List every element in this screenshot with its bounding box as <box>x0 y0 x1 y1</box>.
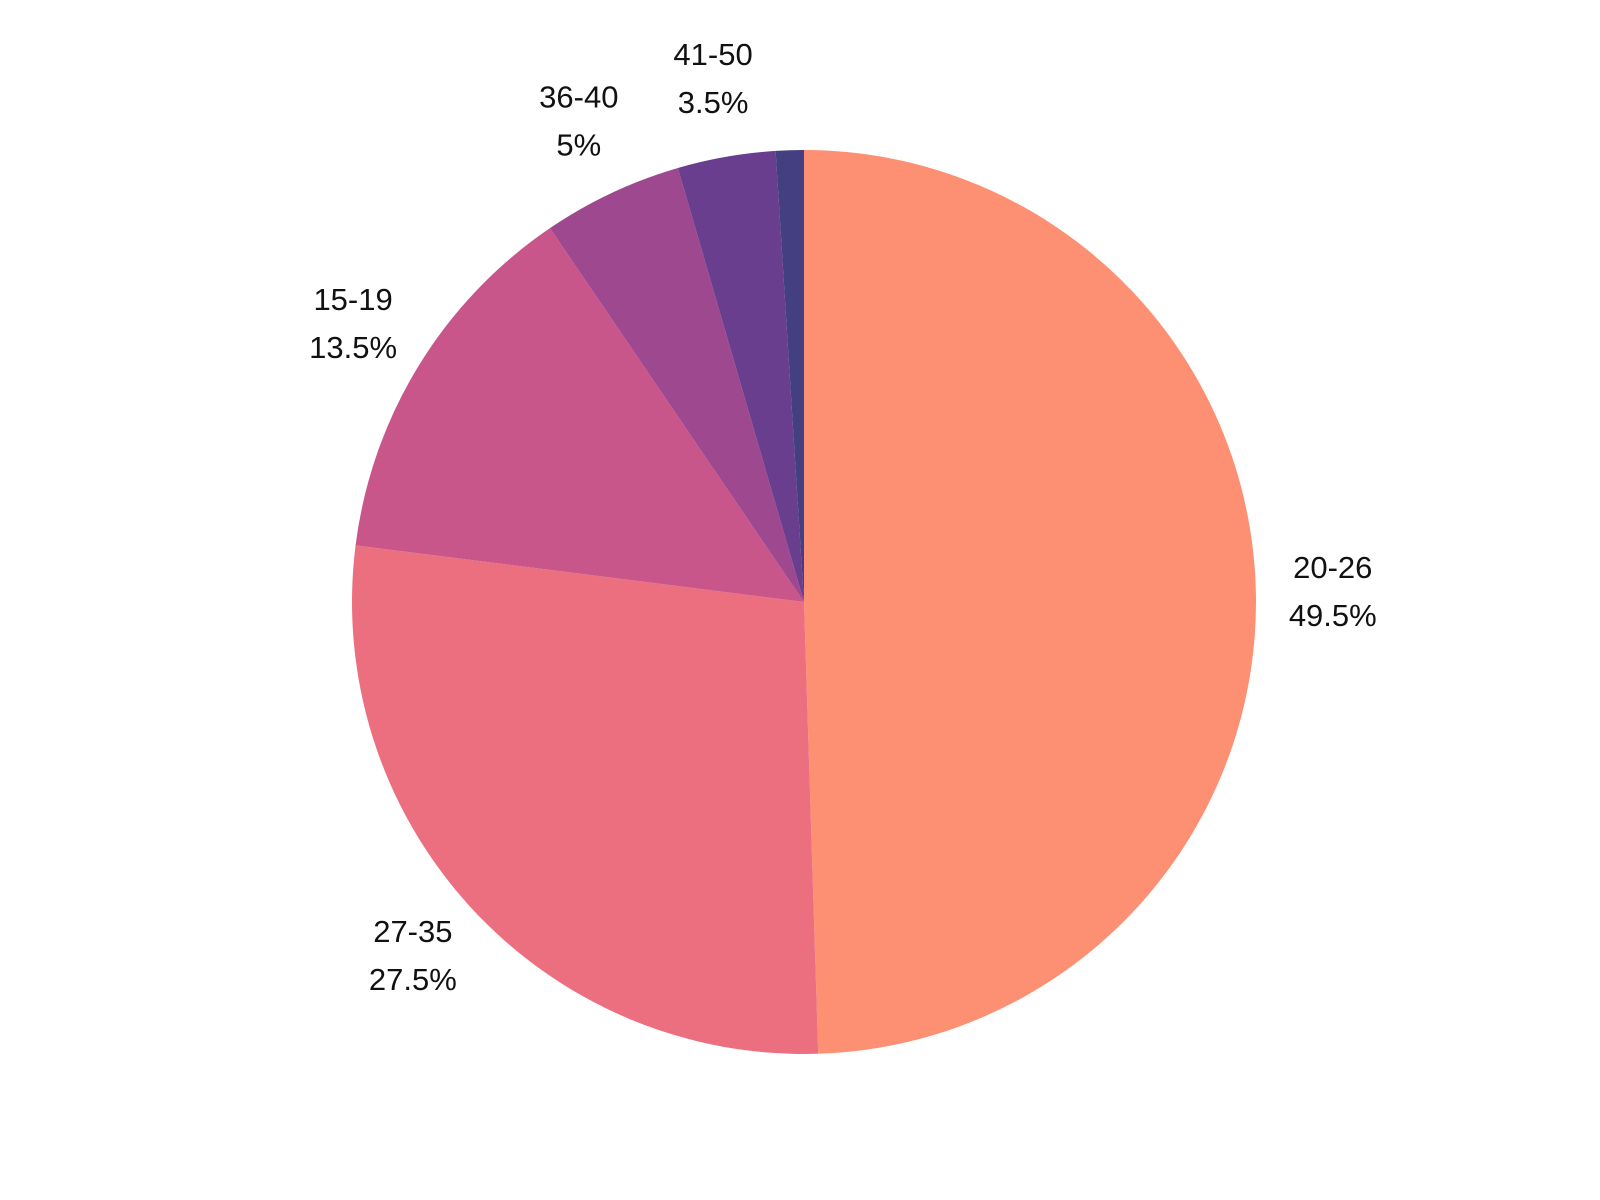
value-label: 13.5% <box>309 330 397 365</box>
value-label: 3.5% <box>678 85 749 120</box>
pie-slice <box>804 150 1256 1054</box>
pie-slice <box>355 228 804 602</box>
slice-label: 27-35 <box>373 914 452 949</box>
pie-slice <box>677 150 804 603</box>
pie-slice <box>775 150 804 602</box>
pie-slice <box>352 545 819 1054</box>
slice-label: 15-19 <box>313 282 392 317</box>
value-label: 27.5% <box>369 962 457 997</box>
value-label: 49.5% <box>1289 598 1377 633</box>
value-label: 5% <box>556 128 601 163</box>
slice-label: 36-40 <box>539 80 618 115</box>
slice-label: 20-26 <box>1293 550 1372 585</box>
pie-slice <box>549 167 804 602</box>
slice-label: 41-50 <box>673 37 752 72</box>
